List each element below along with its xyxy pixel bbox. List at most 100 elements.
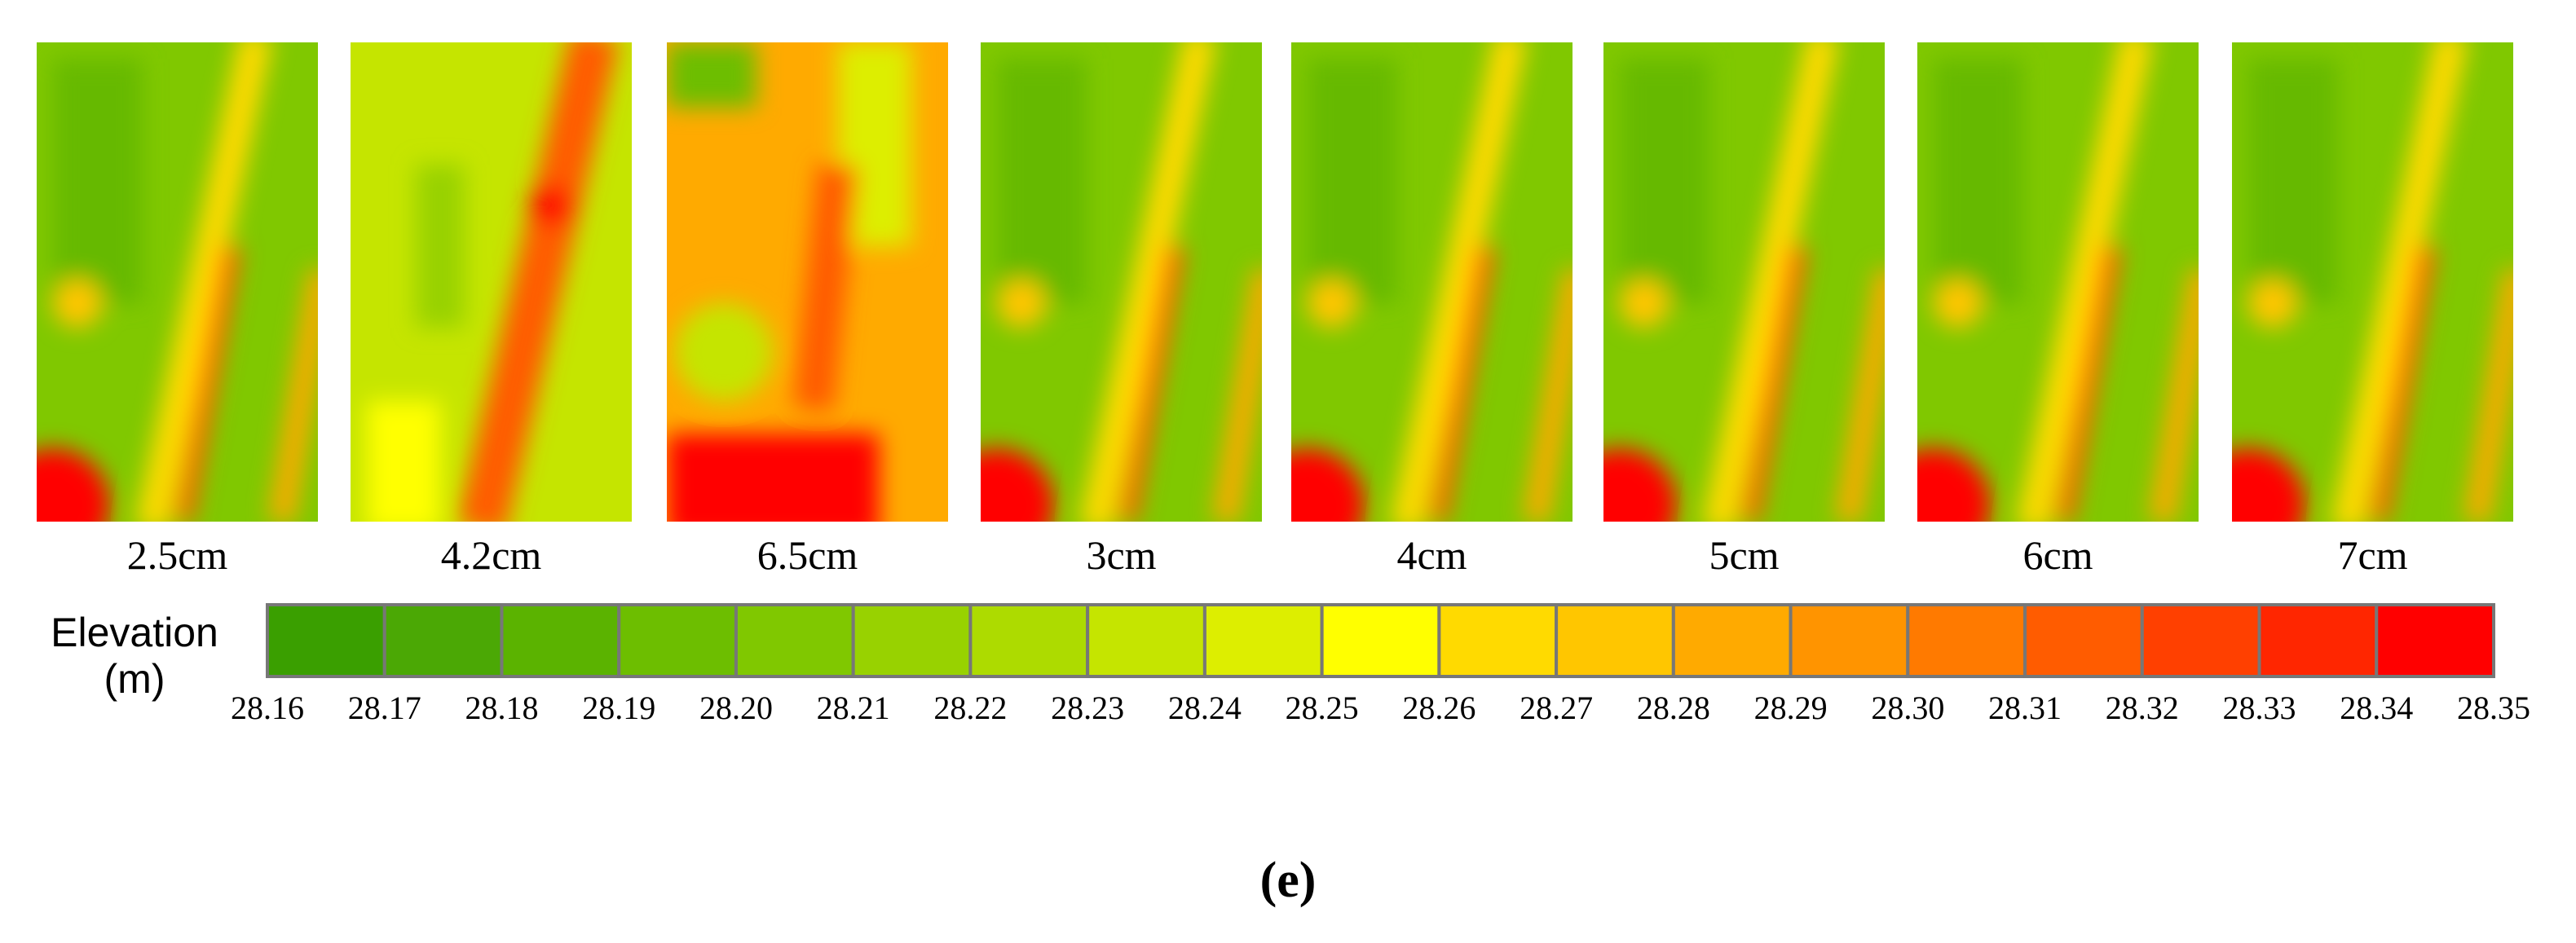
map-spot bbox=[997, 279, 1046, 328]
elevation-map bbox=[1291, 42, 1573, 522]
map-area bbox=[667, 434, 879, 522]
map-ridge bbox=[2150, 268, 2199, 522]
legend-tick-label: 28.30 bbox=[1871, 690, 1944, 726]
panel-label: 6cm bbox=[2022, 532, 2093, 578]
legend-swatch bbox=[2375, 603, 2496, 678]
panel-label: 6.5cm bbox=[757, 532, 858, 578]
panel-label: 4.2cm bbox=[441, 532, 542, 578]
caption: (e) bbox=[1260, 853, 1317, 908]
map-spot bbox=[1603, 448, 1677, 522]
panel-label: 4cm bbox=[1396, 532, 1467, 578]
map-ridge bbox=[1702, 42, 1839, 522]
panel-label: 2.5cm bbox=[127, 532, 228, 578]
legend-swatch bbox=[1320, 603, 1441, 678]
map-ridge bbox=[2331, 42, 2468, 522]
legend-swatch bbox=[1906, 603, 2027, 678]
map-ridge bbox=[457, 42, 619, 522]
map-ridge bbox=[2016, 42, 2153, 522]
elevation-map bbox=[1603, 42, 1885, 522]
legend-title: Elevation bbox=[51, 610, 218, 655]
legend-tick-label: 28.18 bbox=[465, 690, 538, 726]
legend-swatch bbox=[1671, 603, 1793, 678]
legend-tick-label: 28.28 bbox=[1637, 690, 1710, 726]
legend-swatch bbox=[2023, 603, 2144, 678]
legend-swatch bbox=[851, 603, 973, 678]
map-features bbox=[1291, 42, 1573, 522]
elevation-map bbox=[2232, 42, 2513, 522]
map-spot bbox=[529, 184, 571, 227]
legend-swatch bbox=[617, 603, 738, 678]
map-spot bbox=[1934, 279, 1983, 328]
legend-tick-label: 28.17 bbox=[348, 690, 421, 726]
map-area bbox=[416, 165, 465, 328]
map-ridge bbox=[2055, 245, 2122, 522]
elevation-map bbox=[981, 42, 1262, 522]
map-ridge bbox=[1213, 268, 1262, 522]
map-ridge bbox=[1429, 245, 1496, 522]
map-area bbox=[1934, 59, 2023, 303]
legend-tick-label: 28.19 bbox=[582, 690, 655, 726]
map-ridge bbox=[135, 42, 272, 522]
legend-tick-label: 28.34 bbox=[2340, 690, 2413, 726]
legend-swatch bbox=[266, 603, 386, 678]
legend-swatch bbox=[382, 603, 504, 678]
legend-swatch bbox=[968, 603, 1090, 678]
map-ridge bbox=[1390, 42, 1527, 522]
map-ridge bbox=[174, 245, 241, 522]
map-area bbox=[997, 59, 1087, 303]
elevation-map bbox=[37, 42, 318, 522]
legend-tick-label: 28.22 bbox=[933, 690, 1007, 726]
map-spot bbox=[1308, 279, 1356, 328]
legend-tick-label: 28.25 bbox=[1286, 690, 1359, 726]
legend-tick-label: 28.23 bbox=[1051, 690, 1124, 726]
elevation-map bbox=[1917, 42, 2199, 522]
legend-swatch bbox=[1555, 603, 1675, 678]
legend-tick-label: 28.24 bbox=[1168, 690, 1242, 726]
map-spot bbox=[981, 448, 1054, 522]
legend-swatch bbox=[1202, 603, 1324, 678]
map-features bbox=[1917, 42, 2199, 522]
legend-tick-label: 28.26 bbox=[1402, 690, 1475, 726]
map-spot bbox=[1917, 448, 1991, 522]
legend-tick-label: 28.27 bbox=[1520, 690, 1593, 726]
map-area bbox=[1620, 59, 1709, 303]
map-spot bbox=[675, 303, 773, 401]
map-ridge bbox=[1836, 268, 1885, 522]
map-ridge bbox=[269, 268, 318, 522]
panel-label: 5cm bbox=[1709, 532, 1779, 578]
map-area bbox=[367, 401, 440, 522]
legend-tick-label: 28.20 bbox=[699, 690, 773, 726]
map-ridge bbox=[793, 162, 858, 412]
map-features bbox=[981, 42, 1262, 522]
map-area bbox=[53, 59, 143, 303]
map-spot bbox=[2232, 448, 2305, 522]
legend-tick-label: 28.16 bbox=[231, 690, 304, 726]
map-spot bbox=[2248, 279, 2297, 328]
map-area bbox=[667, 42, 756, 108]
legend-swatch bbox=[2140, 603, 2261, 678]
map-ridge bbox=[1118, 245, 1185, 522]
panel-label: 7cm bbox=[2337, 532, 2407, 578]
map-area bbox=[1308, 59, 1397, 303]
legend-tick-label: 28.21 bbox=[817, 690, 890, 726]
elevation-map bbox=[351, 42, 632, 522]
map-features bbox=[37, 42, 318, 522]
map-ridge bbox=[1741, 245, 1808, 522]
map-spot bbox=[37, 448, 110, 522]
legend-title: (m) bbox=[104, 656, 165, 702]
map-features bbox=[1603, 42, 1885, 522]
map-area bbox=[2248, 59, 2338, 303]
map-features bbox=[667, 42, 911, 522]
legend-tick-label: 28.31 bbox=[1988, 690, 2062, 726]
legend-tick-label: 28.33 bbox=[2223, 690, 2296, 726]
legend-tick-label: 28.29 bbox=[1754, 690, 1828, 726]
legend-swatch bbox=[1789, 603, 1910, 678]
legend-swatch bbox=[1086, 603, 1206, 678]
legend-tick-label: 28.32 bbox=[2106, 690, 2179, 726]
legend-swatch bbox=[2257, 603, 2379, 678]
map-spot bbox=[53, 279, 102, 328]
map-features bbox=[2232, 42, 2513, 522]
map-ridge bbox=[1079, 42, 1216, 522]
legend-swatch bbox=[500, 603, 621, 678]
legend-tick-label: 28.35 bbox=[2457, 690, 2530, 726]
